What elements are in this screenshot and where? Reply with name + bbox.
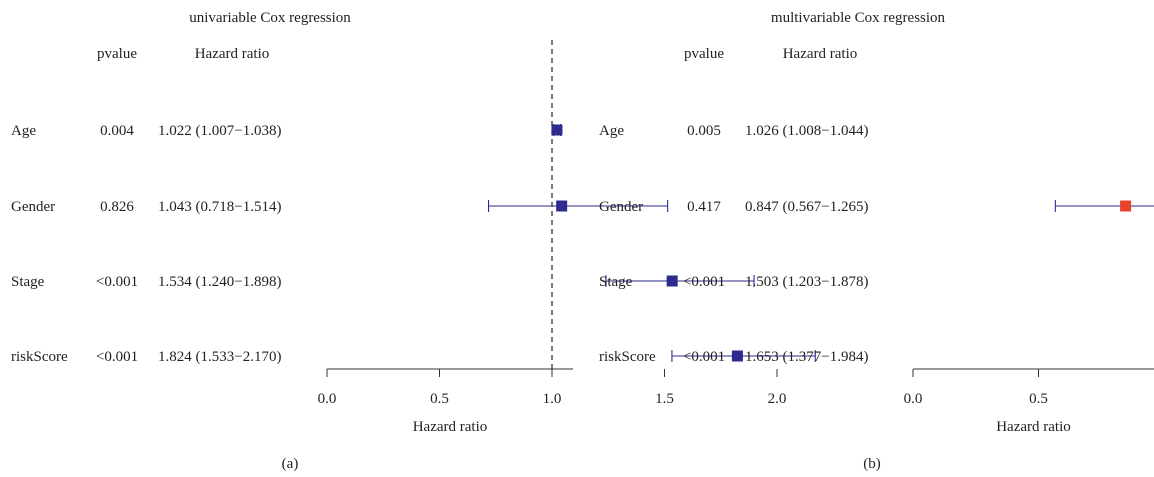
- row-label: Gender: [599, 199, 643, 215]
- row-pvalue: 0.417: [687, 199, 721, 215]
- x-axis-label: Hazard ratio: [413, 419, 488, 435]
- row-pvalue: <0.001: [683, 349, 725, 365]
- x-tick-label: 1.0: [543, 391, 562, 407]
- hazard-ratio-marker: [556, 200, 568, 212]
- panel-label: (b): [863, 456, 881, 472]
- row-hazard-ratio-text: 1.022 (1.007−1.038): [158, 123, 281, 139]
- pvalue-column-header: pvalue: [97, 46, 137, 62]
- row-label: Stage: [599, 274, 633, 290]
- row-label: Stage: [11, 274, 45, 290]
- x-tick-label: 0.0: [904, 391, 923, 407]
- panel-title: multivariable Cox regression: [771, 10, 946, 26]
- pvalue-column-header: pvalue: [684, 46, 724, 62]
- hazard-ratio-column-header: Hazard ratio: [783, 46, 858, 62]
- row-label: Age: [599, 123, 624, 139]
- row-hazard-ratio-text: 1.043 (0.718−1.514): [158, 199, 281, 215]
- x-tick-label: 2.0: [768, 391, 787, 407]
- row-pvalue: 0.005: [687, 123, 721, 139]
- panel-label: (a): [282, 456, 299, 472]
- row-pvalue: 0.004: [100, 123, 134, 139]
- row-hazard-ratio-text: 1.653 (1.377−1.984): [745, 349, 868, 365]
- hazard-ratio-marker: [666, 275, 678, 287]
- row-pvalue: <0.001: [96, 274, 138, 290]
- row-hazard-ratio-text: 1.534 (1.240−1.898): [158, 274, 281, 290]
- forest-panel-b: multivariable Cox regression pvalue Hazard…: [599, 10, 1154, 472]
- row-label: Age: [11, 123, 36, 139]
- row-hazard-ratio-text: 1.503 (1.203−1.878): [745, 274, 868, 290]
- hazard-ratio-marker: [731, 350, 743, 362]
- x-tick-label: 0.5: [430, 391, 449, 407]
- hazard-ratio-marker: [551, 124, 563, 136]
- row-pvalue: 0.826: [100, 199, 134, 215]
- row-pvalue: <0.001: [96, 349, 138, 365]
- panel-title: univariable Cox regression: [189, 10, 351, 26]
- row-label: riskScore: [11, 349, 68, 365]
- forest-panel-a: univariable Cox regression pvalue Hazard r…: [11, 10, 816, 472]
- row-hazard-ratio-text: 0.847 (0.567−1.265): [745, 199, 868, 215]
- x-tick-label: 0.5: [1029, 391, 1048, 407]
- x-axis-label: Hazard ratio: [996, 419, 1071, 435]
- hazard-ratio-column-header: Hazard ratio: [195, 46, 270, 62]
- row-label: Gender: [11, 199, 55, 215]
- row-label: riskScore: [599, 349, 656, 365]
- row-pvalue: <0.001: [683, 274, 725, 290]
- row-hazard-ratio-text: 1.026 (1.008−1.044): [745, 123, 868, 139]
- row-hazard-ratio-text: 1.824 (1.533−2.170): [158, 349, 281, 365]
- x-tick-label: 1.5: [655, 391, 674, 407]
- hazard-ratio-marker: [1120, 200, 1132, 212]
- x-tick-label: 0.0: [318, 391, 337, 407]
